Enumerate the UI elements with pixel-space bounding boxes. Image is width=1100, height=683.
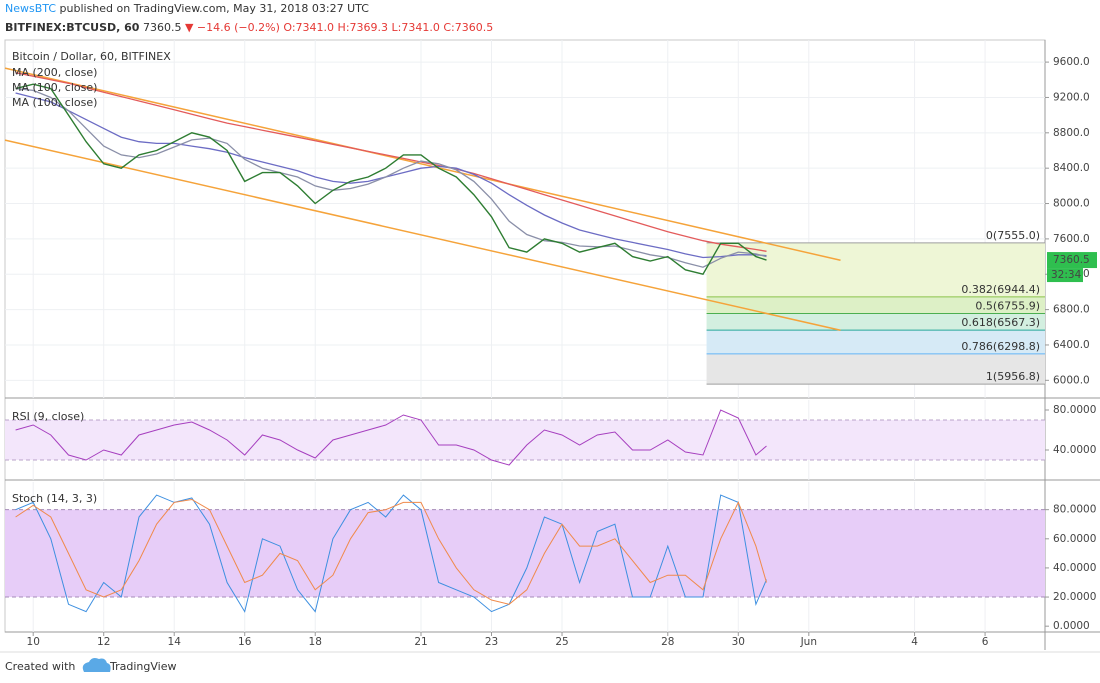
y-tick-label: 7600.0 [1053,233,1090,245]
fib-label: 0.786(6298.8) [961,340,1040,353]
legend-entry: MA (100, close) [12,96,97,109]
close: C:7360.5 [443,21,493,34]
x-tick-label: 4 [911,636,918,648]
y-tick-label: 80.0000 [1053,504,1096,516]
series-line [15,409,767,466]
band [5,420,1045,460]
pane-title: Bitcoin / Dollar, 60, BITFINEX [12,50,171,63]
fib-label: 0.382(6944.4) [961,283,1040,296]
y-tick-label: 40.0000 [1053,562,1096,574]
pane-title: RSI (9, close) [12,410,84,423]
x-tick-label: 18 [309,636,322,648]
high: H:7369.3 [338,21,388,34]
legend-entry: MA (100, close) [12,81,97,94]
y-tick-label: 8400.0 [1053,162,1090,174]
publisher[interactable]: NewsBTC [5,2,56,15]
fib-label: 0(7555.0) [986,229,1040,242]
x-tick-label: 16 [238,636,252,648]
y-tick-label: 6000.0 [1053,374,1090,386]
low: L:7341.0 [392,21,440,34]
symbol-line: BITFINEX:BTCUSD, 60 7360.5 ▼ −14.6 (−0.2… [5,21,493,34]
x-tick-label: 30 [732,636,745,648]
series-line [15,498,767,605]
arrow: ▼ [185,21,194,34]
price-line [15,83,767,276]
brand[interactable]: TradingView [109,660,176,673]
brand-logo[interactable] [82,658,111,672]
chart-layer: 10 12 14 16 18 21 23 25 28 30 Jun 4 6 6000.0 6400.0 680… [4,40,1097,648]
fib-label: 0.618(6567.3) [961,316,1040,329]
last-price-label: 7360.5 [1053,254,1090,266]
publish-line: NewsBTC published on TradingView.com, Ma… [5,2,369,15]
fib-label: 0.5(6755.9) [975,300,1040,313]
y-tick-label: 8800.0 [1053,127,1090,139]
legend-entry: MA (200, close) [12,66,97,79]
published: published on TradingView.com, May 31, 20… [60,2,370,15]
y-tick-label: 80.0000 [1053,404,1096,416]
y-tick-label: 60.0000 [1053,533,1096,545]
x-tick-label: 21 [414,636,427,648]
x-tick-label: 12 [97,636,110,648]
y-tick-label: 40.0000 [1053,444,1096,456]
x-tick-label: 23 [485,636,498,648]
series-line [15,87,767,268]
fib-label: 1(5956.8) [986,370,1040,383]
x-tick-label: 14 [168,636,182,648]
channel-line [4,139,841,332]
fib-zone [706,313,1045,331]
change: −14.6 (−0.2%) [197,21,280,34]
fib-zone [706,330,1045,354]
fib-zone [706,242,1045,297]
x-tick-label: 10 [27,636,40,648]
x-tick-label: 25 [555,636,568,648]
open: O:7341.0 [283,21,334,34]
last: 7360.5 [143,21,182,34]
created-with: Created with [5,660,75,673]
y-tick-label: 6400.0 [1053,339,1090,351]
band [5,509,1045,598]
symbol: BITFINEX:BTCUSD, 60 [5,21,140,34]
x-tick-label: Jun [800,636,817,648]
pane-title: Stoch (14, 3, 3) [12,492,97,505]
fib-zone [706,296,1045,314]
x-tick-label: 28 [661,636,674,648]
channel-line [4,67,841,262]
y-tick-label: 20.0000 [1053,591,1096,603]
fib-zone [706,353,1045,385]
countdown: 32:34 [1051,269,1082,281]
y-tick-label: 9200.0 [1053,91,1090,103]
x-tick-label: 6 [982,636,989,648]
y-tick-label: 8000.0 [1053,198,1090,210]
y-tick-label: 6800.0 [1053,304,1090,316]
last-price-box [1047,252,1097,269]
countdown-box [1047,268,1083,283]
y-tick-label: 0.0000 [1053,620,1090,632]
series-line [15,92,767,259]
y-tick-label: 9600.0 [1053,56,1090,68]
series-line [15,72,767,252]
